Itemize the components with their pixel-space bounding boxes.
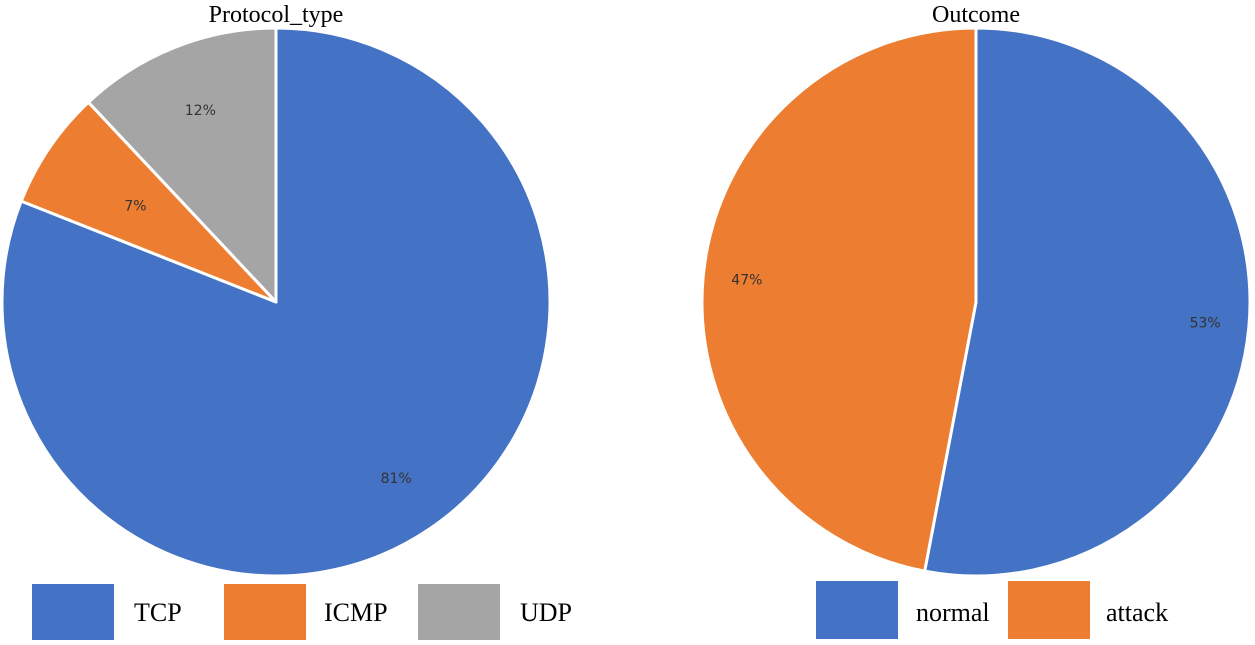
pie-slice-udp: [86, 26, 278, 304]
slice-label-tcp: 81%: [381, 471, 412, 487]
legend-label-udp: UDP: [520, 598, 572, 627]
legend-outcome: normal attack: [816, 581, 1168, 639]
pie-slice-attack: [700, 26, 978, 573]
pie-chart-protocol-type: Protocol_type 81% 7% 12% TCP ICMP UDP: [0, 2, 572, 640]
legend-swatch-tcp: [32, 584, 114, 640]
legend-label-attack: attack: [1106, 598, 1168, 627]
legend-swatch-normal: [816, 581, 898, 639]
slice-label-normal: 53%: [1190, 316, 1221, 332]
legend-protocol-type: TCP ICMP UDP: [32, 584, 572, 640]
legend-swatch-udp: [418, 584, 500, 640]
legend-swatch-icmp: [224, 584, 306, 640]
chart-title-protocol-type: Protocol_type: [209, 2, 344, 28]
pie-slices-protocol-type: [0, 26, 552, 578]
legend-swatch-attack: [1008, 581, 1090, 639]
slice-labels-outcome: 53% 47%: [731, 272, 1220, 331]
slice-label-icmp: 7%: [124, 199, 146, 215]
pie-slices-outcome: [700, 26, 1252, 578]
slice-label-udp: 12%: [185, 103, 216, 119]
pie-chart-outcome: Outcome 53% 47% normal attack: [700, 2, 1252, 639]
slice-labels-protocol-type: 81% 7% 12%: [124, 103, 411, 487]
slice-label-attack: 47%: [731, 272, 762, 288]
pie-slice-normal: [923, 26, 1252, 578]
pie-slice-icmp: [19, 100, 278, 304]
legend-label-icmp: ICMP: [324, 598, 388, 627]
legend-label-tcp: TCP: [134, 598, 182, 627]
legend-label-normal: normal: [916, 598, 990, 627]
chart-title-outcome: Outcome: [932, 2, 1020, 28]
